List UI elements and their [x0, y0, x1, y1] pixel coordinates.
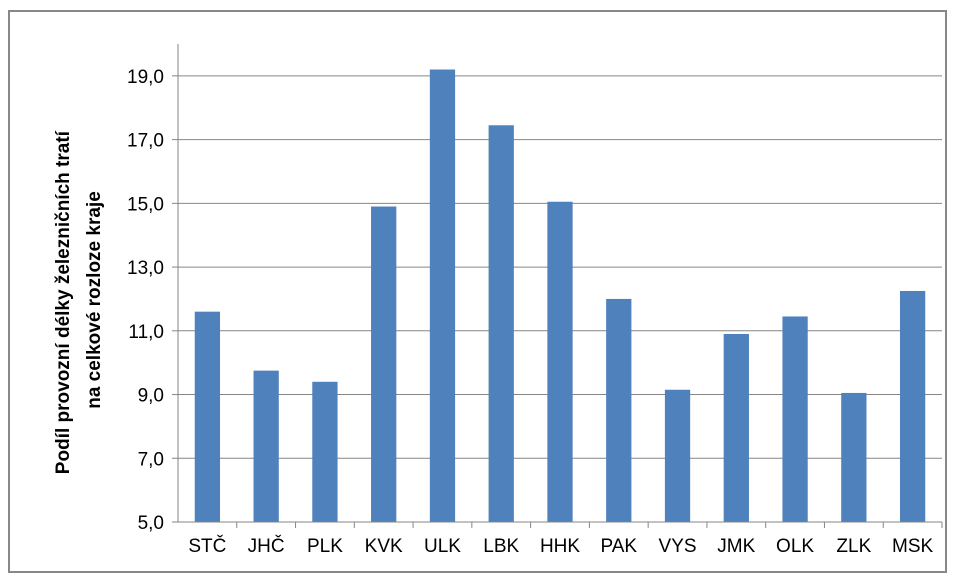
y-axis-label-line-1: Podíl provozní délky železničních tratí [53, 130, 74, 474]
y-tick-label: 19,0 [127, 67, 164, 88]
bars [194, 69, 926, 523]
bar-plk [312, 381, 338, 522]
axes [172, 44, 943, 528]
y-tick-label: 11,0 [128, 322, 164, 343]
bar-ulk [429, 69, 456, 522]
x-tick-label: HHK [540, 536, 580, 557]
bar-hhk [547, 201, 573, 523]
bar-jmk [723, 333, 749, 522]
x-tick-label: LBK [483, 536, 519, 557]
x-tick-label: JMK [717, 536, 755, 557]
bar-pak [606, 298, 632, 522]
bar-stč [194, 311, 221, 522]
bar-jhč [253, 370, 279, 522]
bar-lbk [488, 125, 514, 522]
x-tick-labels: STČ JHČ PLK KVK ULK LBK HHK PAK VYS JMK OLK ZLK MSK [188, 535, 933, 557]
y-tick-label: 9,0 [138, 386, 164, 407]
x-tick-label: JHČ [248, 535, 285, 557]
bar-kvk [371, 206, 397, 522]
x-tick-label: VYS [659, 536, 697, 557]
bar-vys [664, 389, 691, 522]
x-tick-label: ULK [424, 536, 461, 557]
x-tick-label: PLK [307, 536, 343, 557]
x-tick-label: PAK [600, 536, 637, 557]
y-tick-label: 15,0 [127, 194, 164, 215]
bar-olk [782, 316, 808, 522]
y-tick-label: 17,0 [127, 131, 164, 152]
y-axis-label-line-2: na celkové rozloze kraje [84, 191, 105, 409]
bar-zlk [841, 392, 867, 522]
x-tick-label: OLK [776, 536, 814, 557]
bar-msk [899, 290, 926, 522]
y-tick-labels: 5,0 7,0 9,0 11,0 13,0 15,0 17,0 19,0 [127, 67, 164, 534]
x-tick-label: KVK [365, 536, 403, 557]
y-axis-label: Podíl provozní délky železničních tratí … [53, 126, 105, 474]
y-tick-label: 7,0 [138, 449, 164, 470]
y-tick-label: 5,0 [138, 513, 164, 534]
x-tick-label: ZLK [836, 536, 871, 557]
x-tick-label: MSK [892, 536, 934, 557]
y-tick-label: 13,0 [127, 258, 164, 279]
x-tick-label: STČ [188, 535, 226, 557]
